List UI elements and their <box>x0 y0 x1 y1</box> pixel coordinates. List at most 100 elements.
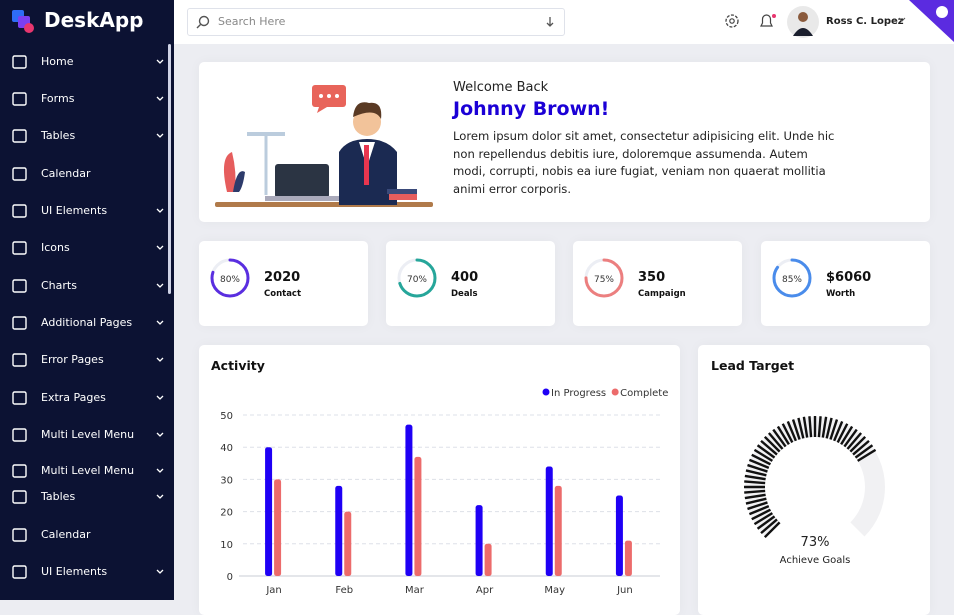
nav-item[interactable]: UI Elements <box>0 199 170 223</box>
gauge-tick <box>786 420 797 442</box>
search-arrow <box>546 17 554 27</box>
chevron <box>156 320 164 325</box>
github-corner[interactable] <box>909 0 954 42</box>
nav-item[interactable]: Extra Pages <box>0 386 170 410</box>
chart-title: Activity <box>211 358 265 373</box>
nav-item[interactable]: Error Pages <box>0 348 170 372</box>
nav-icon <box>12 204 27 218</box>
y-tick-label: 30 <box>220 475 233 486</box>
nav-item[interactable]: Tables <box>0 124 170 148</box>
ring-arc <box>772 258 812 298</box>
welcome-text: Lorem ipsum dolor sit amet, consectetur … <box>453 129 835 196</box>
bar <box>545 466 553 576</box>
nav-icon-shape <box>12 353 27 367</box>
search-box[interactable]: Search Here <box>187 8 565 36</box>
gauge-tick <box>829 419 839 440</box>
nav-icon-shape <box>12 167 27 181</box>
nav-label: Charts <box>41 279 77 292</box>
nav-icon-shape <box>12 565 27 579</box>
gauge-tick <box>747 501 768 511</box>
nav-label: Multi Level Menu <box>41 428 135 441</box>
nav-item[interactable]: Calendar <box>0 162 170 186</box>
nav-chevron <box>156 283 164 288</box>
gauge-tick <box>763 521 781 539</box>
ring-arc <box>397 258 437 298</box>
gauge-tick <box>833 420 844 442</box>
search-icon <box>196 15 210 29</box>
nav-item[interactable]: Charts <box>0 274 170 298</box>
gauge-tick <box>825 417 833 439</box>
bar <box>274 479 282 576</box>
ring-label: 80% <box>220 275 240 285</box>
nav-label: Icons <box>41 241 70 254</box>
chart-title: Lead Target <box>711 358 794 373</box>
y-tick-label: 10 <box>220 540 233 551</box>
nav-item[interactable]: Multi Level Menu <box>0 459 170 483</box>
chevron <box>156 59 164 64</box>
nav-icon-shape <box>12 464 27 478</box>
stat-card <box>573 241 742 326</box>
x-tick-label: Apr <box>476 585 494 596</box>
nav-item[interactable]: Forms <box>0 87 170 111</box>
gauge-tick <box>745 469 767 477</box>
nav-item[interactable]: Tables <box>0 485 170 509</box>
gauge-tick <box>744 480 766 485</box>
legend-marker <box>611 388 619 396</box>
logo-text: DeskApp <box>44 8 144 32</box>
nav-item[interactable]: Multi Level Menu <box>0 423 170 447</box>
stat-card <box>761 241 930 326</box>
welcome-card: Welcome Back Johnny Brown! Lorem ipsum d… <box>199 62 930 222</box>
stat-label: Contact <box>264 289 301 299</box>
chevron <box>156 569 164 574</box>
nav-item[interactable]: Calendar <box>0 523 170 547</box>
nav-item[interactable]: Icons <box>0 236 170 260</box>
notification-icon[interactable] <box>758 12 778 32</box>
nav-icon <box>12 428 27 442</box>
nav-label: Extra Pages <box>41 391 106 404</box>
chevron <box>156 468 164 473</box>
bar <box>405 424 413 576</box>
bar <box>344 511 352 576</box>
nav-icon <box>12 316 27 330</box>
legend-label: In Progress <box>551 388 606 399</box>
gauge-track <box>745 417 885 537</box>
gauge-tick <box>808 416 813 438</box>
avatar[interactable] <box>786 5 820 39</box>
user-chevron <box>898 17 906 22</box>
nav-label: Tables <box>41 129 76 142</box>
nav-chevron <box>156 569 164 574</box>
gauge-tick <box>791 419 801 440</box>
user-name[interactable]: Ross C. Lopez <box>826 16 904 27</box>
gauge-label: 73% <box>801 535 830 550</box>
gauge-tick <box>760 518 778 535</box>
bar <box>265 447 273 576</box>
gauge-tick <box>753 448 773 462</box>
nav-label: Tables <box>41 490 76 503</box>
nav-icon <box>12 464 27 478</box>
lead-target-card <box>698 345 930 615</box>
nav-icon <box>12 55 27 69</box>
nav-chevron <box>156 133 164 138</box>
nav-item[interactable]: UI Elements <box>0 560 170 584</box>
nav-item[interactable]: Home <box>0 50 170 74</box>
search-placeholder: Search Here <box>218 15 286 28</box>
nav-icon-shape <box>12 279 27 293</box>
gauge-tick <box>756 515 776 530</box>
stat-label: Worth <box>826 289 855 299</box>
nav-chevron <box>156 395 164 400</box>
gauge-tick <box>760 439 778 456</box>
x-tick-label: Feb <box>335 585 353 596</box>
gauge-tick <box>744 489 766 494</box>
gauge-value <box>744 416 877 539</box>
nav-icon <box>12 528 27 542</box>
nav-label: Error Pages <box>41 353 104 366</box>
ring-arc <box>584 258 624 298</box>
nav-item[interactable]: Additional Pages <box>0 311 170 335</box>
nav-label: UI Elements <box>41 565 108 578</box>
settings-icon[interactable] <box>724 12 744 32</box>
y-tick-label: 20 <box>220 508 233 519</box>
gauge-tick <box>817 416 822 438</box>
gauge-tick <box>772 428 787 448</box>
nav-chevron <box>156 320 164 325</box>
